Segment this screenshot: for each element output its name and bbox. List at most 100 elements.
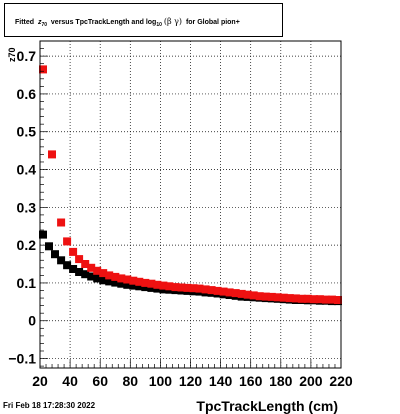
data-points [39, 65, 342, 306]
red-series-point [243, 290, 252, 299]
chart-title: Fitted z70 versus TpcTrackLength and log… [15, 17, 240, 28]
red-series-point [135, 277, 144, 286]
title-log-subscript: 10 [156, 22, 162, 28]
black-series-point [111, 278, 120, 287]
grid-lines [40, 41, 341, 368]
red-series-point [237, 289, 246, 298]
red-series-point [195, 284, 204, 293]
red-series-point [309, 295, 318, 304]
red-series-point [141, 278, 150, 287]
red-series-point [231, 289, 240, 298]
red-series-point [57, 218, 66, 227]
black-series-point [147, 283, 156, 292]
red-series-point [165, 282, 174, 291]
red-series-point [285, 294, 294, 303]
plot-frame [39, 40, 342, 369]
x-tick-label: 100 [149, 373, 173, 389]
axis-ticks [39, 40, 342, 368]
red-series-point [219, 287, 228, 296]
chart-title-box: Fitted z70 versus TpcTrackLength and log… [4, 3, 283, 37]
red-series-point [75, 255, 84, 264]
y-tick-label: 0.4 [17, 162, 37, 178]
black-series-point [45, 242, 53, 251]
y-tick-label: −0.1 [8, 351, 36, 367]
red-series-point [183, 283, 192, 292]
title-prefix: Fitted [15, 19, 35, 26]
red-series-point [87, 263, 96, 272]
x-axis-title: TpcTrackLength (cm) [196, 398, 338, 414]
title-suffix: for Global pion+ [185, 19, 240, 26]
x-tick-label: 60 [92, 373, 108, 389]
black-series-point [39, 230, 47, 239]
x-tick-label: 220 [329, 373, 353, 389]
black-series-point [69, 265, 78, 273]
red-series-point [105, 271, 114, 280]
red-series-point [291, 294, 300, 303]
timestamp: Fri Feb 18 17:28:30 2022 [3, 401, 96, 410]
black-series-point [93, 274, 102, 283]
red-series-point [69, 247, 78, 256]
red-series-point [93, 266, 102, 275]
red-series-point [267, 292, 276, 301]
black-series-point [51, 250, 59, 259]
red-series-point [177, 283, 186, 292]
black-series-point [123, 280, 132, 289]
y-tick-label: 0.3 [17, 199, 37, 215]
black-series-point [63, 261, 72, 270]
black-series-point [135, 282, 144, 291]
red-series-point [225, 288, 234, 297]
red-series-point [123, 275, 132, 284]
y-tick-label: 0.6 [17, 86, 37, 102]
black-series-point [129, 281, 138, 290]
red-series-point [303, 294, 312, 303]
x-tick-label: 40 [62, 373, 78, 389]
black-series-point [141, 283, 150, 292]
red-series-point [39, 65, 47, 74]
red-series-point [147, 279, 156, 288]
red-series-point [315, 295, 324, 304]
y-tick-label: 0.2 [17, 237, 37, 253]
black-series-point [81, 270, 90, 279]
red-series-point [207, 286, 216, 295]
red-series-point [48, 150, 56, 159]
black-series-point [75, 268, 84, 276]
red-series-point [171, 283, 180, 292]
black-series-point [105, 277, 114, 286]
red-series-point [189, 284, 198, 293]
y-tick-label: 0.5 [17, 124, 37, 140]
red-series-point [328, 295, 336, 304]
axis-tick-labels: 20 40 60 80 100 120 140 160 180 200 220 −0.1 0 0.1 0.2… [8, 48, 353, 389]
y-axis-title: z70 [7, 47, 17, 62]
red-series-point [63, 237, 72, 246]
x-tick-label: 200 [299, 373, 323, 389]
red-series-point [99, 269, 108, 278]
red-series-point [321, 295, 330, 304]
y-tick-label: 0.7 [17, 48, 37, 64]
black-series-point [117, 279, 126, 288]
black-series-point [57, 256, 66, 265]
red-series-point [249, 291, 258, 300]
x-tick-label: 20 [32, 373, 48, 389]
black-series-point [99, 276, 108, 285]
red-series-point [159, 281, 168, 290]
x-tick-label: 140 [209, 373, 233, 389]
x-tick-label: 160 [239, 373, 263, 389]
red-series-point [261, 292, 270, 301]
title-z-symbol: z [37, 19, 42, 26]
red-series-point [213, 286, 222, 295]
red-series-point [117, 274, 126, 283]
x-tick-label: 120 [179, 373, 203, 389]
red-series-point [273, 293, 282, 302]
red-series-point [153, 280, 162, 289]
red-series-point [255, 292, 264, 301]
title-versus: versus TpcTrackLength and log [50, 19, 157, 26]
red-series-point [111, 272, 120, 281]
red-series-point [334, 296, 342, 304]
title-beta-gamma: (β γ) [163, 17, 183, 26]
red-series-point [279, 293, 288, 302]
red-series-point [297, 294, 306, 303]
black-series-point [87, 272, 96, 281]
y-tick-label: 0.1 [17, 275, 37, 291]
y-tick-label: 0 [28, 313, 36, 329]
